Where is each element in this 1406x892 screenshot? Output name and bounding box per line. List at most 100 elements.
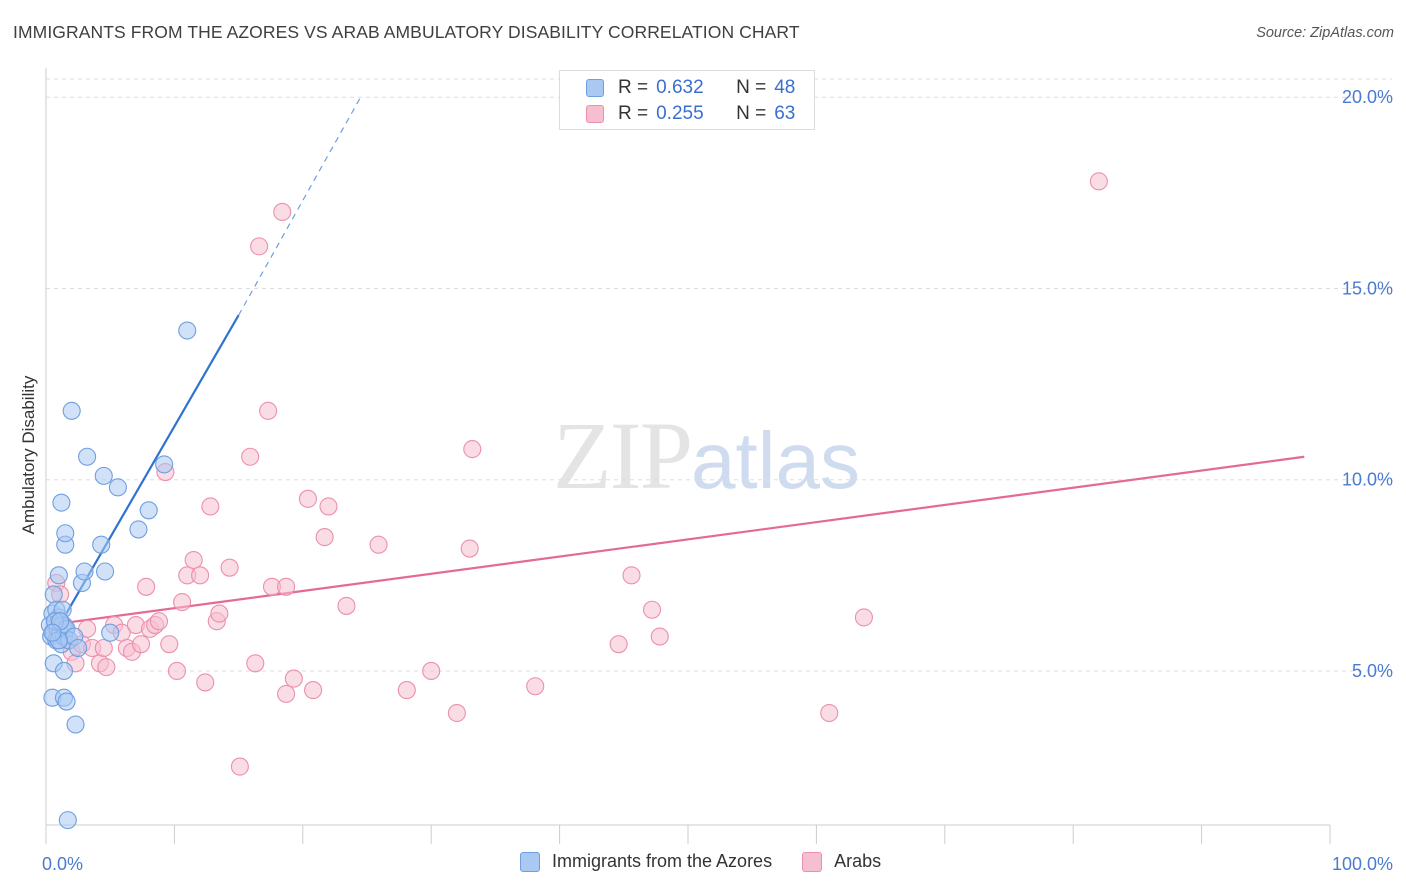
arabs-point	[650, 627, 669, 646]
arabs-point	[622, 566, 641, 585]
legend-n-arabs: 63	[774, 103, 796, 124]
y-tick-label: 5.0%	[1352, 661, 1393, 681]
watermark: ZIPatlas	[553, 400, 860, 511]
legend-row-arabs: R = 0.255 N = 63	[586, 102, 795, 126]
arabs-point	[173, 593, 192, 612]
azores-point	[58, 811, 77, 830]
azores-point	[57, 692, 76, 711]
chart-title: IMMIGRANTS FROM THE AZORES VS ARAB AMBUL…	[13, 22, 800, 42]
watermark-zip: ZIP	[553, 402, 693, 509]
arabs-point	[460, 539, 479, 558]
arabs-point	[241, 447, 260, 466]
azores-point	[96, 562, 115, 581]
series-label-arabs: Arabs	[834, 851, 882, 871]
legend-row-azores: R = 0.632 N = 48	[586, 76, 795, 100]
azores-point	[52, 493, 71, 512]
arabs-point	[167, 661, 187, 681]
legend-swatch-arabs	[586, 105, 604, 123]
legend-n-label: N =	[736, 103, 767, 124]
series-swatch-azores	[520, 851, 540, 872]
axes	[45, 68, 1331, 844]
arabs-point	[1089, 172, 1108, 191]
arabs-point	[315, 528, 334, 547]
legend-n-label: N =	[736, 77, 767, 98]
arabs-trend-line	[48, 455, 1305, 627]
series-label-azores: Immigrants from the Azores	[552, 851, 773, 871]
trend-lines	[47, 96, 1305, 645]
azores-point	[94, 466, 113, 485]
legend-swatch-azores	[586, 79, 604, 97]
azores-point	[66, 715, 85, 734]
series-legend: Immigrants from the Azores Arabs	[520, 851, 881, 872]
arabs-point	[230, 757, 249, 776]
azores-point	[129, 520, 148, 539]
arabs-point	[463, 440, 482, 459]
arabs-point	[422, 661, 441, 681]
grid-lines	[46, 78, 1392, 672]
arabs-point	[210, 604, 229, 623]
arabs-point	[259, 401, 278, 420]
azores-point	[62, 401, 81, 420]
y-tick-label: 15.0%	[1342, 278, 1393, 298]
series-swatch-arabs	[802, 851, 823, 872]
arabs-point	[304, 681, 323, 700]
data-points	[40, 172, 1108, 830]
arabs-point	[298, 489, 317, 508]
arabs-point	[820, 703, 839, 723]
arabs-point	[246, 654, 265, 673]
arabs-point	[196, 673, 215, 692]
arabs-point	[337, 596, 356, 615]
x-tick-label-max: 100.0%	[1332, 854, 1393, 874]
legend-r-azores: 0.632	[656, 77, 704, 98]
arabs-point	[319, 497, 338, 516]
source-credit: Source: ZipAtlas.com	[1256, 25, 1394, 41]
legend-n-azores: 48	[774, 77, 796, 98]
azores-point	[44, 585, 63, 604]
azores-point	[43, 623, 62, 642]
arabs-point	[131, 635, 151, 654]
legend-r-label: R =	[618, 77, 649, 98]
y-tick-label: 10.0%	[1342, 470, 1393, 490]
arabs-point	[160, 635, 179, 654]
arabs-point	[149, 612, 169, 631]
arabs-point	[97, 658, 116, 677]
legend: R = 0.632 N = 48 R = 0.255 N = 63	[559, 70, 815, 130]
arabs-point	[220, 558, 239, 577]
arabs-point	[184, 550, 203, 570]
azores-point	[75, 562, 94, 581]
y-axis-title: Ambulatory Disability	[19, 375, 38, 534]
azores-point	[69, 638, 88, 658]
arabs-point	[277, 577, 296, 596]
arabs-point	[642, 600, 662, 619]
arabs-point	[397, 681, 416, 700]
arabs-point	[277, 684, 296, 703]
arabs-point	[201, 497, 220, 516]
azores-point	[92, 535, 111, 554]
y-tick-labels: 5.0% 10.0% 15.0% 20.0%	[1342, 87, 1393, 681]
azores-point	[78, 447, 97, 466]
azores-point	[101, 623, 120, 642]
arabs-point	[609, 635, 628, 654]
arabs-point	[250, 237, 269, 256]
azores-point	[49, 566, 68, 585]
legend-r-arabs: 0.255	[656, 103, 704, 124]
y-tick-label: 20.0%	[1342, 87, 1393, 107]
arabs-point	[284, 669, 303, 688]
azores-point	[139, 501, 158, 520]
arabs-point	[94, 638, 113, 658]
azores-point	[56, 524, 75, 543]
arabs-point	[447, 703, 466, 723]
azores-trend-extension	[238, 96, 362, 316]
arabs-point	[369, 535, 388, 554]
arabs-point	[526, 677, 545, 696]
azores-point	[155, 455, 174, 474]
arabs-point	[137, 577, 156, 596]
watermark-atlas: atlas	[691, 416, 860, 505]
arabs-point	[191, 566, 210, 585]
x-tick-labels: 0.0% 100.0%	[42, 854, 1393, 874]
legend-r-label: R =	[618, 103, 649, 124]
azores-point	[178, 321, 197, 340]
azores-point	[54, 661, 74, 681]
arabs-point	[273, 202, 292, 221]
